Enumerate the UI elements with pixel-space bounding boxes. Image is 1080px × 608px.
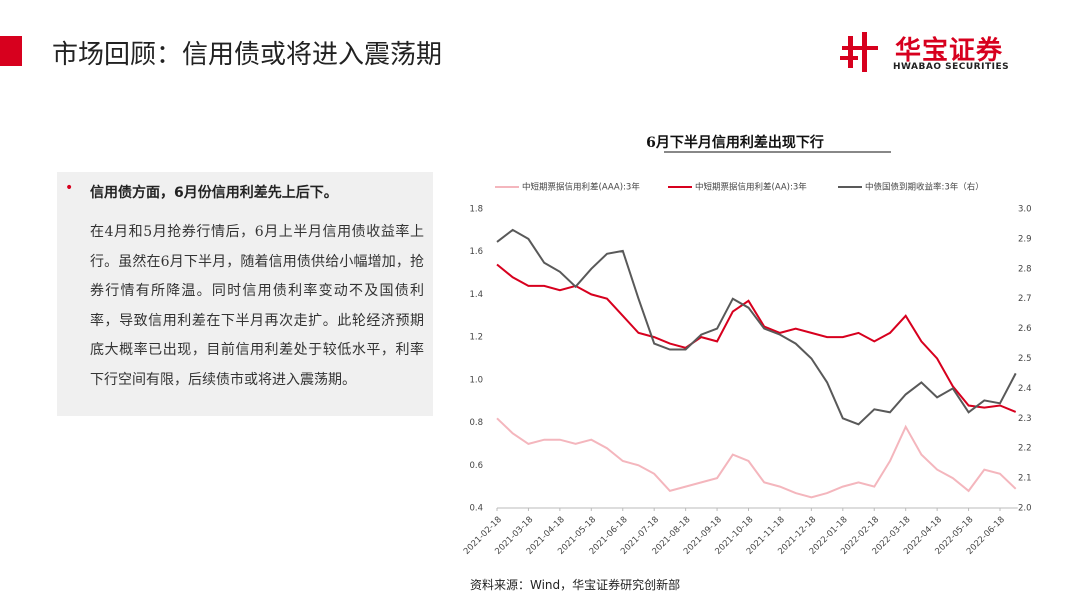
- y2-tick-label: 2.8: [1018, 264, 1032, 274]
- series-line: [496, 263, 1017, 413]
- slide-title: 市场回顾：信用债或将进入震荡期: [52, 40, 443, 70]
- y2-tick-label: 2.3: [1018, 414, 1032, 424]
- y-tick-label: 1.0: [469, 375, 483, 385]
- header-mark: [0, 36, 22, 66]
- y-tick-label: 0.6: [469, 461, 483, 471]
- chart-title: 6月下半月信用利差出现下行: [646, 134, 824, 151]
- y-tick-label: 1.2: [469, 333, 483, 343]
- y2-tick-label: 2.0: [1018, 504, 1032, 514]
- series-line: [496, 417, 1017, 499]
- logo-icon: [840, 32, 878, 72]
- panel-body: 在4月和5月抢券行情后，6月上半月信用债收益率上行。虽然在6月下半月，随着信用债…: [90, 224, 424, 388]
- series-line: [496, 228, 1017, 426]
- y2-tick-label: 2.5: [1018, 354, 1032, 364]
- y-tick-label: 1.4: [469, 290, 483, 300]
- logo-english: HWABAO SECURITIES: [893, 62, 1010, 72]
- logo-name: 华宝证券: [895, 36, 1004, 66]
- source-note: 资料来源：Wind，华宝证券研究创新部: [470, 578, 681, 592]
- panel-heading: 信用债方面，6月份信用利差先上后下。: [90, 185, 338, 201]
- legend-label: 中短期票据信用利差(AAA):3年: [522, 182, 640, 193]
- y2-tick-label: 2.1: [1018, 474, 1032, 484]
- y-tick-label: 1.6: [469, 247, 483, 257]
- bullet: •: [65, 180, 74, 196]
- y2-tick-label: 2.7: [1018, 294, 1032, 304]
- y-tick-label: 0.4: [469, 504, 483, 514]
- y2-tick-label: 2.4: [1018, 384, 1032, 394]
- y-tick-label: 0.8: [469, 418, 483, 428]
- y2-tick-label: 2.2: [1018, 444, 1032, 454]
- y2-tick-label: 2.9: [1018, 234, 1032, 244]
- text-panel: [57, 172, 433, 416]
- legend-label: 中短期票据信用利差(AA):3年: [695, 182, 807, 193]
- y-tick-label: 1.8: [469, 205, 483, 215]
- y2-tick-label: 3.0: [1018, 205, 1032, 215]
- y2-tick-label: 2.6: [1018, 324, 1032, 334]
- legend-label: 中债国债到期收益率:3年（右）: [865, 182, 984, 193]
